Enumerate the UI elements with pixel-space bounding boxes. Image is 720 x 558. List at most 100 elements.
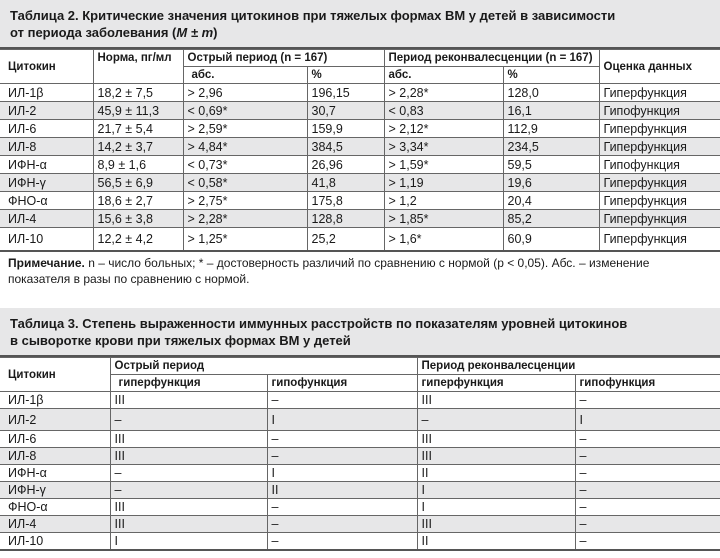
table-cell: 25,2 [306, 227, 385, 252]
table-cell: – [574, 464, 720, 482]
header-acute-pct: % [306, 66, 385, 84]
table-cell: > 1,19 [383, 173, 504, 192]
table-row: ИЛ-8 III – III – [0, 447, 720, 465]
table-cell: ИЛ-1β [0, 83, 94, 102]
table3-title-line2: в сыворотке крови при тяжелых формах ВМ … [10, 333, 351, 348]
table-cell: 59,5 [502, 155, 600, 174]
table-cell: ИЛ-6 [0, 430, 111, 448]
table-cell: ФНО-α [0, 498, 111, 516]
table-cell: 128,8 [306, 209, 385, 228]
table-cell: 60,9 [502, 227, 600, 252]
table-cell: Гипофункция [598, 101, 720, 120]
table-cell: 128,0 [502, 83, 600, 102]
table-cell: III [416, 447, 576, 465]
table-cell: 26,96 [306, 155, 385, 174]
title-text: от периода заболевания ( [10, 25, 177, 40]
header-cytokine: Цитокин [0, 49, 94, 84]
table-cell: 8,9 ± 1,6 [92, 155, 184, 174]
table-cell: ИЛ-2 [0, 101, 94, 120]
table-cell: I [574, 408, 720, 431]
header-acute: Острый период (n = 167) [182, 49, 385, 67]
table-cell: ИЛ-8 [0, 137, 94, 156]
header-convalescence: Период реконвалесценции (n = 167) [383, 49, 600, 67]
table-cell: III [109, 391, 268, 409]
table-cell: – [109, 481, 268, 499]
table-cell: Гиперфункция [598, 191, 720, 210]
table-cell: > 3,34* [383, 137, 504, 156]
note-label: Примечание. [8, 256, 85, 270]
table-cell: – [574, 391, 720, 409]
table-cell: II [266, 481, 418, 499]
table-cell: III [416, 515, 576, 533]
header-conv-hyper: гиперфункция [416, 374, 576, 392]
table-cell: 18,2 ± 7,5 [92, 83, 184, 102]
table-row: ИЛ-6 III – III – [0, 430, 720, 448]
table-cell: > 1,85* [383, 209, 504, 228]
table-cell: – [574, 447, 720, 465]
table-cell: > 2,96 [182, 83, 308, 102]
table-cell: – [266, 447, 418, 465]
table-row: ИЛ-2– I – I [0, 408, 720, 431]
table-cell: 85,2 [502, 209, 600, 228]
table3-title: Таблица 3. Степень выраженности иммунных… [0, 308, 720, 357]
table-cell: ИФН-γ [0, 481, 111, 499]
table-cell: – [266, 498, 418, 516]
table-cell: I [266, 464, 418, 482]
header-conv-abs: абс. [383, 66, 504, 84]
table-cell: – [574, 515, 720, 533]
table-cell: ИЛ-1β [0, 391, 111, 409]
header-conv-pct: % [502, 66, 599, 84]
table-row: ИЛ-10 I – II – [0, 532, 720, 551]
table-cell: Гипофункция [598, 155, 720, 174]
table2-note: Примечание. n – число больных; * – досто… [0, 252, 720, 300]
table-row: ФНО-α III – I – [0, 498, 720, 516]
table-row: ФНО-α 18,6 ± 2,7 > 2,75* 175,8 > 1,2 20,4 Гипе… [0, 191, 720, 210]
table-row: ИЛ-1β III – III – [0, 391, 720, 409]
table-cell: – [574, 532, 720, 551]
table-cell: I [416, 481, 576, 499]
table-cell: III [109, 447, 268, 465]
table-cell: – [266, 430, 418, 448]
table-cell: ИФН-α [0, 464, 111, 482]
table3-title-line1: Таблица 3. Степень выраженности иммунных… [10, 316, 628, 331]
table-cell: 159,9 [306, 119, 385, 138]
table-cell: 30,7 [306, 101, 385, 120]
table-row: ИФН-γ – II I – [0, 481, 720, 499]
table2-title-line1: Таблица 2. Критические значения цитокино… [10, 8, 616, 23]
table-cell: – [266, 515, 418, 533]
table-cell: III [416, 430, 576, 448]
table-cell: 14,2 ± 3,7 [92, 137, 184, 156]
table-cell: > 2,28* [383, 83, 504, 102]
table-cell: III [109, 430, 268, 448]
table-cell: 196,15 [306, 83, 385, 102]
table-cell: 175,8 [306, 191, 385, 210]
header-acute: Острый период [109, 357, 418, 375]
table-cell: I [266, 408, 418, 431]
table-cell: I [109, 532, 268, 551]
table-cell: > 1,25* [182, 227, 308, 252]
table-cell: Гиперфункция [598, 137, 720, 156]
table-cell: II [416, 532, 576, 551]
table-cell: 45,9 ± 11,3 [92, 101, 184, 120]
table-cell: – [574, 498, 720, 516]
table-cell: – [109, 464, 268, 482]
table-cell: ИЛ-10 [0, 227, 94, 252]
header-acute-hypo: гипофункция [266, 374, 418, 392]
table-row: ИЛ-10 12,2 ± 4,2 > 1,25* 25,2 > 1,6* 60,9 Гипе… [0, 227, 720, 252]
table-cell: ИЛ-2 [0, 408, 111, 431]
table-cell: 384,5 [306, 137, 385, 156]
table-cell: Гиперфункция [598, 119, 720, 138]
table-cell: 112,9 [502, 119, 600, 138]
table-cell: Гиперфункция [598, 173, 720, 192]
header-convalescence: Период реконвалесценции [416, 357, 720, 375]
table-cell: 16,1 [502, 101, 600, 120]
table-cell: – [574, 430, 720, 448]
table-row: ИФН-α – I II – [0, 464, 720, 482]
table2-title: Таблица 2. Критические значения цитокино… [0, 0, 720, 49]
header-conv-hypo: гипофункция [574, 374, 720, 392]
title-math: M ± m [176, 25, 214, 40]
table-cell: < 0,58* [182, 173, 308, 192]
table-cell: > 2,75* [182, 191, 308, 210]
table-cell: ФНО-α [0, 191, 94, 210]
table-cell: – [416, 408, 576, 431]
